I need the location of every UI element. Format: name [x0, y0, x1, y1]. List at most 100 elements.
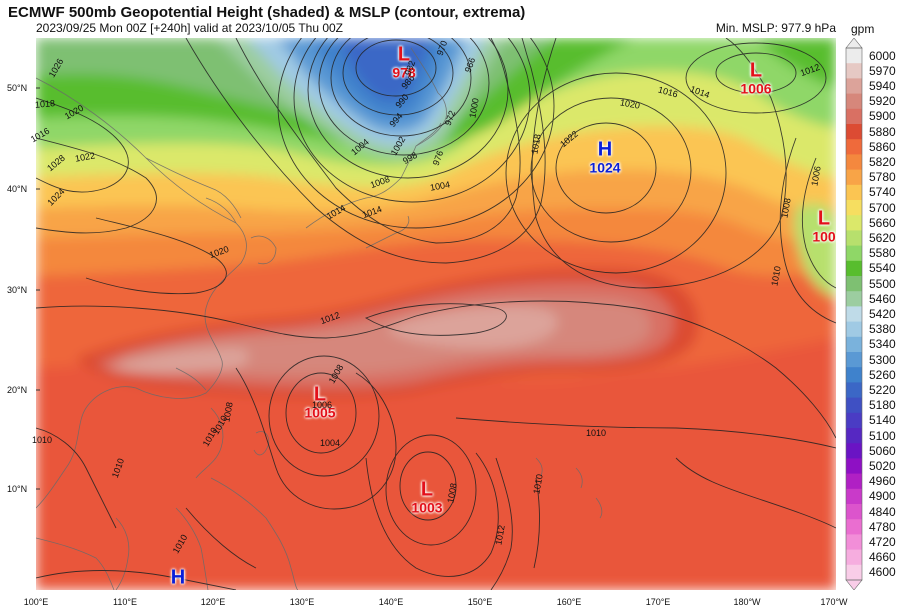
isobars	[36, 38, 836, 590]
colorbar-level-label: 5660	[869, 215, 896, 230]
colorbar-swatch	[846, 352, 862, 368]
low-pressure-100: L 100	[812, 207, 836, 245]
colorbar-level-label: 5700	[869, 200, 896, 215]
colorbar-swatch	[846, 534, 862, 551]
colorbar-level-label: 5220	[869, 383, 896, 397]
map-title: ECMWF 500mb Geopotential Height (shaded)…	[8, 4, 526, 21]
lon-label-170w: 170°W	[820, 597, 848, 607]
colorbar-swatch	[846, 260, 862, 277]
colorbar-extend-top	[845, 38, 863, 49]
lon-label-120e: 120°E	[200, 597, 226, 607]
colorbar-swatch	[846, 124, 862, 140]
colorbar-level-label: 5620	[869, 231, 896, 245]
colorbar-swatch	[846, 93, 862, 110]
lon-label-170e: 170°E	[645, 597, 671, 607]
colorbar-level-label: 5340	[869, 337, 896, 352]
colorbar-level-label: 4840	[869, 504, 896, 519]
colorbar-swatch	[846, 215, 862, 231]
colorbar-unit: gpm	[851, 22, 875, 36]
colorbar-swatch	[846, 549, 862, 566]
colorbar-swatch	[846, 428, 862, 444]
lon-label-100e: 100°E	[23, 597, 49, 607]
isobar-label: 1010	[31, 435, 53, 445]
high-pressure-bottom: H	[170, 566, 186, 589]
colorbar-level-label: 5260	[869, 367, 896, 382]
colorbar-swatch	[846, 412, 862, 429]
colorbar-level-label: 5920	[869, 94, 896, 109]
lat-label-30n: 30°N	[7, 285, 28, 295]
colorbar-level-label: 5860	[869, 139, 896, 154]
colorbar-swatch	[846, 169, 862, 186]
colorbar-swatch	[846, 336, 862, 353]
lon-label-130e: 130°E	[289, 597, 315, 607]
colorbar-swatch	[846, 488, 862, 505]
lon-label-150e: 150°E	[467, 597, 493, 607]
colorbar-swatch	[846, 397, 862, 414]
colorbar-swatch	[846, 291, 862, 307]
colorbar-swatch	[846, 78, 862, 95]
colorbar-level-label: 5020	[869, 459, 896, 473]
colorbar-level-label: 4720	[869, 535, 896, 549]
colorbar-level-label: 5140	[869, 413, 896, 428]
colorbar-swatch	[846, 139, 862, 155]
colorbar-level-label: 4900	[869, 489, 896, 504]
colorbar-level-label: 5500	[869, 276, 896, 291]
colorbar-swatch	[846, 306, 862, 323]
map-subtitle: 2023/09/25 Mon 00Z [+240h] valid at 2023…	[36, 21, 344, 35]
colorbar-level-label: 5740	[869, 185, 896, 200]
colorbar-swatch	[846, 276, 862, 292]
lat-label-10n: 10°N	[7, 484, 28, 494]
colorbar-level-label: 5540	[869, 261, 896, 276]
colorbar-level-label: 4600	[869, 565, 896, 580]
colorbar-swatch	[846, 63, 862, 79]
lat-label-20n: 20°N	[7, 385, 28, 395]
colorbar-level-label: 5300	[869, 352, 896, 367]
colorbar-level-label: 5380	[869, 322, 896, 337]
isobar-label: 1006	[311, 400, 333, 410]
colorbar-level-label: 5580	[869, 246, 896, 261]
low-pressure-1006: L 1006	[740, 59, 772, 97]
colorbar-level-label: 5780	[869, 170, 896, 185]
colorbar-swatch	[846, 473, 862, 490]
weather-map	[36, 38, 836, 590]
colorbar-swatch	[846, 230, 862, 247]
colorbar-level-label: 4960	[869, 474, 896, 489]
colorbar-level-label: 4780	[869, 519, 896, 534]
colorbar	[845, 38, 863, 590]
colorbar-swatch	[846, 154, 862, 171]
min-mslp-readout: Min. MSLP: 977.9 hPa	[715, 21, 836, 35]
high-pressure-1024: H 1024	[589, 138, 621, 176]
colorbar-level-label: 5970	[869, 63, 896, 78]
colorbar-swatch	[846, 321, 862, 338]
colorbar-extend-bottom	[845, 579, 863, 590]
colorbar-level-label: 5060	[869, 443, 896, 458]
isobar-label: 1010	[585, 428, 607, 438]
lon-label-140e: 140°E	[378, 597, 404, 607]
colorbar-swatch	[846, 382, 862, 399]
colorbar-level-label: 5820	[869, 155, 896, 169]
colorbar-swatch	[846, 200, 862, 216]
colorbar-level-label: 5420	[869, 307, 896, 321]
colorbar-swatch	[846, 443, 862, 459]
lon-label-180w: 180°W	[733, 597, 761, 607]
isobar-label: 1018	[34, 98, 56, 110]
lat-label-40n: 40°N	[7, 184, 28, 194]
colorbar-swatch	[846, 48, 862, 64]
coastlines	[36, 47, 603, 590]
low-pressure-1003: L 1003	[411, 478, 443, 516]
colorbar-level-label: 5900	[869, 109, 896, 124]
colorbar-level-label: 5180	[869, 398, 896, 413]
colorbar-swatch	[846, 458, 862, 475]
graticule	[36, 87, 40, 490]
low-pressure-978: L 978	[392, 43, 416, 81]
colorbar-level-label: 5940	[869, 79, 896, 93]
colorbar-swatch	[846, 504, 862, 520]
colorbar-level-label: 5460	[869, 291, 896, 306]
colorbar-swatch	[846, 245, 862, 262]
map-canvas	[36, 38, 836, 590]
colorbar-swatch	[846, 564, 862, 581]
isobar-label: 1004	[319, 438, 341, 448]
colorbar-swatch	[846, 519, 862, 535]
low-pressure-1005: L 1005	[304, 383, 336, 421]
height-field	[36, 38, 836, 590]
